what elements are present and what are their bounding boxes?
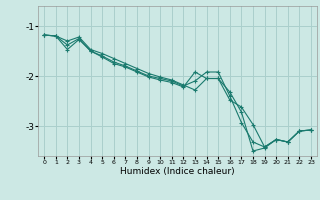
X-axis label: Humidex (Indice chaleur): Humidex (Indice chaleur): [120, 167, 235, 176]
